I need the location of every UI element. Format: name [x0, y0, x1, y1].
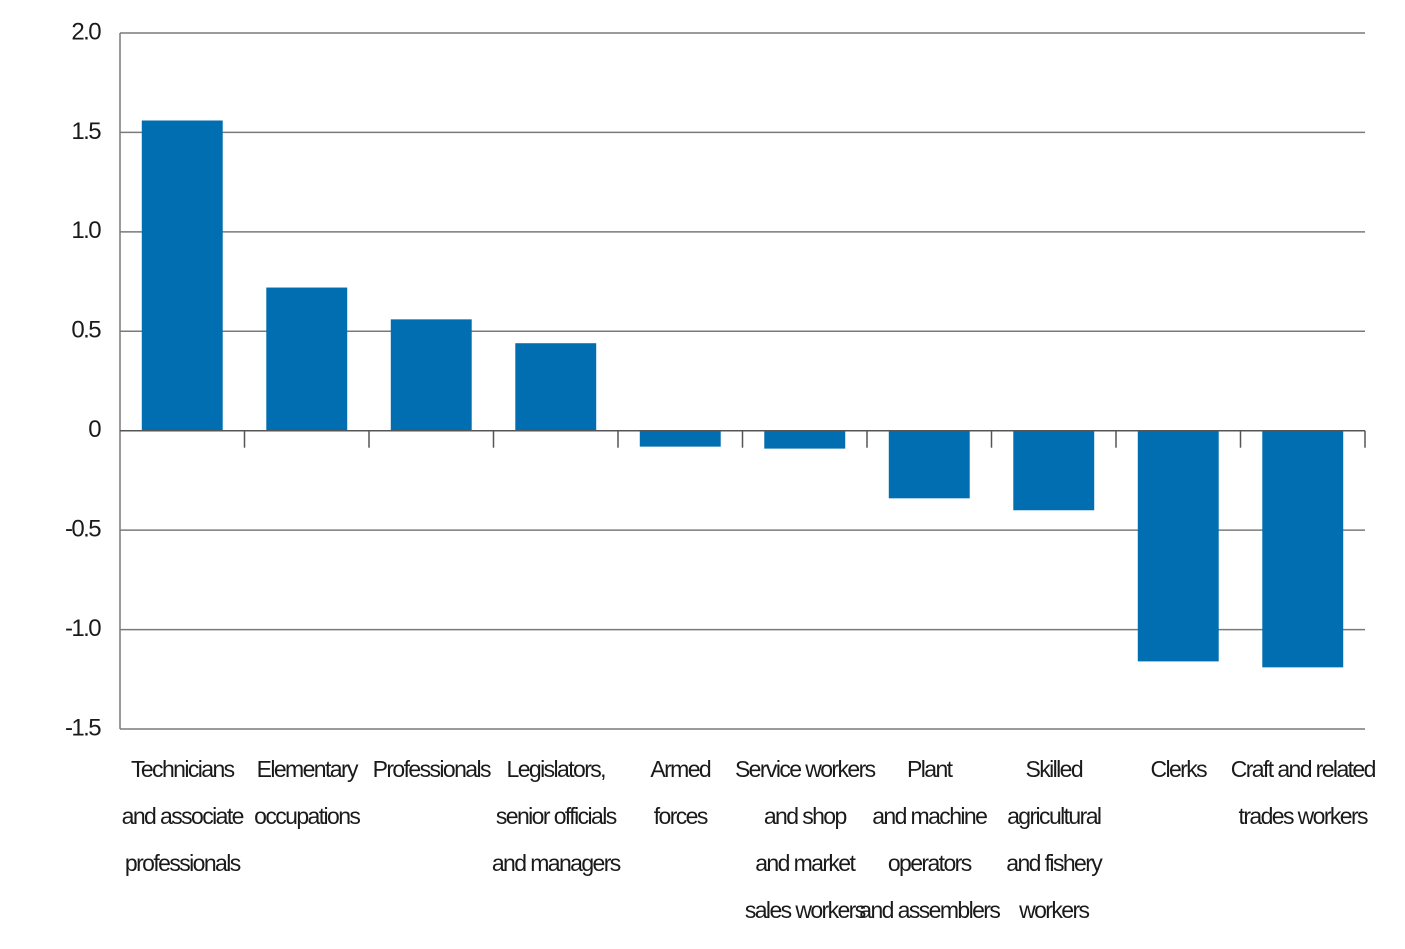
bar: [764, 430, 846, 449]
x-tick-label: Skilled agricultural and fishery workers: [1006, 756, 1103, 923]
bar: [141, 120, 223, 431]
y-tick-label: 0.5: [71, 317, 101, 344]
bar: [639, 430, 721, 447]
bar: [266, 287, 348, 431]
x-tick-label: Elementary occupations: [254, 756, 360, 829]
bar: [1013, 430, 1095, 511]
x-tick-label: Plant and machine operators and assemblers: [859, 756, 1000, 923]
y-tick-label: -1.0: [65, 615, 101, 642]
y-tick-label: -0.5: [65, 515, 101, 542]
x-tick-label: Clerks: [1150, 756, 1207, 782]
y-tick-label: 0: [88, 416, 101, 443]
y-tick-label: 1.5: [71, 118, 101, 145]
y-tick-label: 1.0: [71, 217, 101, 244]
x-tick-label: Professionals: [373, 756, 491, 782]
bar: [1137, 430, 1219, 662]
x-tick-label: Technicians and associate professionals: [122, 756, 244, 876]
bar: [888, 430, 970, 499]
x-tick-label: Legislators, senior officials and managers: [492, 756, 621, 876]
x-tick-label: Craft and related trades workers: [1231, 756, 1376, 829]
x-tick-label: Service workers and shop and market sales w…: [735, 756, 876, 923]
bar: [390, 319, 472, 431]
x-tick-label: Armed forces: [650, 756, 711, 829]
bar: [1262, 430, 1344, 668]
y-tick-label: -1.5: [65, 714, 101, 741]
y-tick-label: 2.0: [71, 18, 101, 45]
bar: [515, 343, 597, 431]
